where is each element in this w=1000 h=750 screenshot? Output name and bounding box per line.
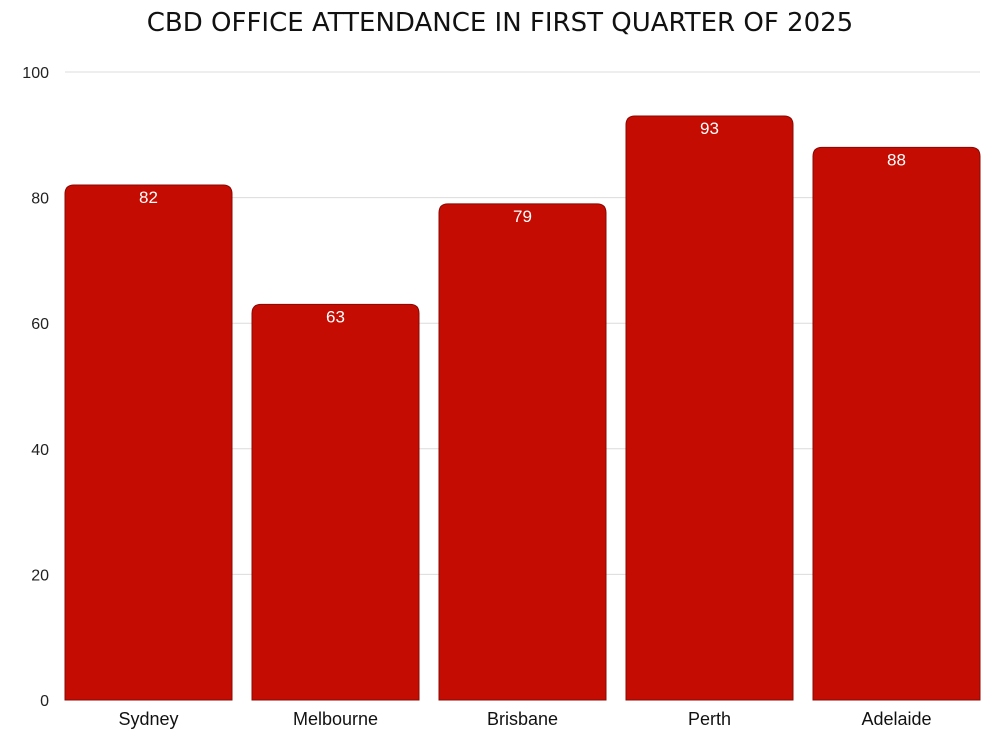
bar-brisbane — [438, 203, 607, 701]
x-category-label: Melbourne — [293, 709, 378, 729]
data-label-sydney: 82 — [139, 188, 158, 207]
y-tick-label: 20 — [31, 567, 49, 584]
data-label-perth: 93 — [700, 119, 719, 138]
x-axis-categories: Sydney Melbourne Brisbane Perth Adelaide — [118, 709, 931, 729]
y-tick-label: 60 — [31, 316, 49, 333]
data-label-brisbane: 79 — [513, 207, 532, 226]
bar-perth — [625, 115, 794, 701]
x-category-label: Perth — [688, 709, 731, 729]
chart-title: CBD OFFICE ATTENDANCE IN FIRST QUARTER O… — [146, 8, 854, 38]
y-tick-label: 0 — [40, 693, 49, 710]
y-tick-label: 100 — [22, 65, 49, 82]
bar-melbourne — [251, 303, 420, 701]
bar-adelaide — [812, 146, 981, 701]
x-category-label: Sydney — [118, 709, 178, 729]
y-tick-label: 40 — [31, 442, 49, 459]
data-label-melbourne: 63 — [326, 307, 345, 326]
data-labels: 82 63 79 93 88 — [139, 119, 906, 326]
y-tick-label: 80 — [31, 191, 49, 208]
bars — [64, 115, 981, 701]
data-label-adelaide: 88 — [887, 150, 906, 169]
bar-sydney — [64, 184, 233, 701]
x-category-label: Adelaide — [861, 709, 931, 729]
x-category-label: Brisbane — [487, 709, 558, 729]
y-axis-ticks: 0 20 40 60 80 100 — [22, 65, 49, 710]
